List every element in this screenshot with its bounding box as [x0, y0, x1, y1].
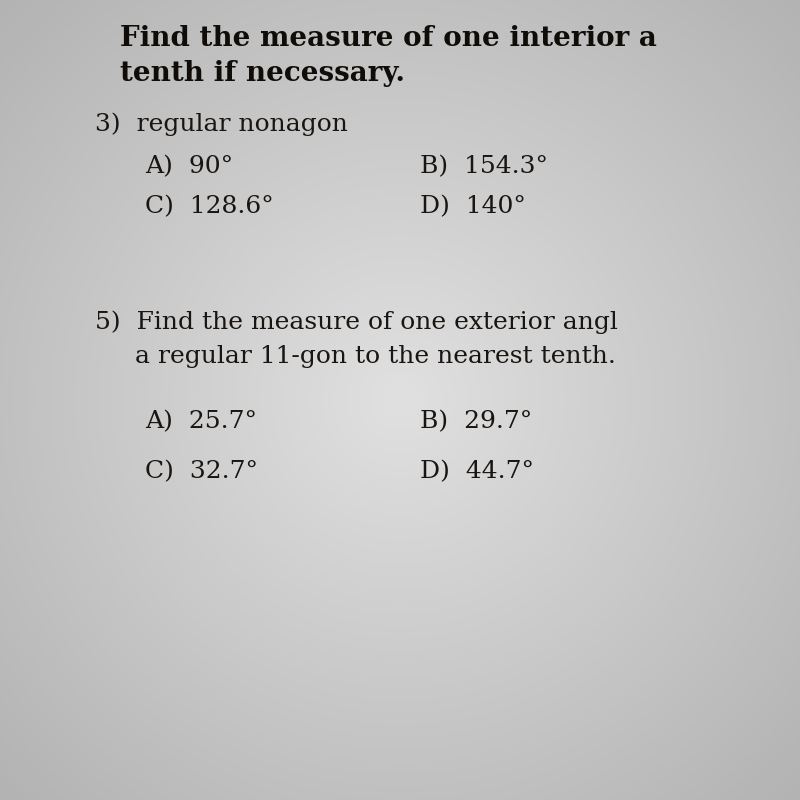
Text: Find the measure of one interior a: Find the measure of one interior a [120, 25, 657, 52]
Text: D)  44.7°: D) 44.7° [420, 460, 534, 483]
Text: C)  32.7°: C) 32.7° [145, 460, 258, 483]
Text: 3)  regular nonagon: 3) regular nonagon [95, 112, 348, 135]
Text: A)  25.7°: A) 25.7° [145, 410, 257, 433]
Text: C)  128.6°: C) 128.6° [145, 195, 274, 218]
Text: 5)  Find the measure of one exterior angl: 5) Find the measure of one exterior angl [95, 310, 618, 334]
Text: B)  154.3°: B) 154.3° [420, 155, 548, 178]
Text: D)  140°: D) 140° [420, 195, 526, 218]
Text: tenth if necessary.: tenth if necessary. [120, 60, 405, 87]
Text: B)  29.7°: B) 29.7° [420, 410, 532, 433]
Text: a regular 11-gon to the nearest tenth.: a regular 11-gon to the nearest tenth. [95, 345, 616, 368]
Text: A)  90°: A) 90° [145, 155, 233, 178]
